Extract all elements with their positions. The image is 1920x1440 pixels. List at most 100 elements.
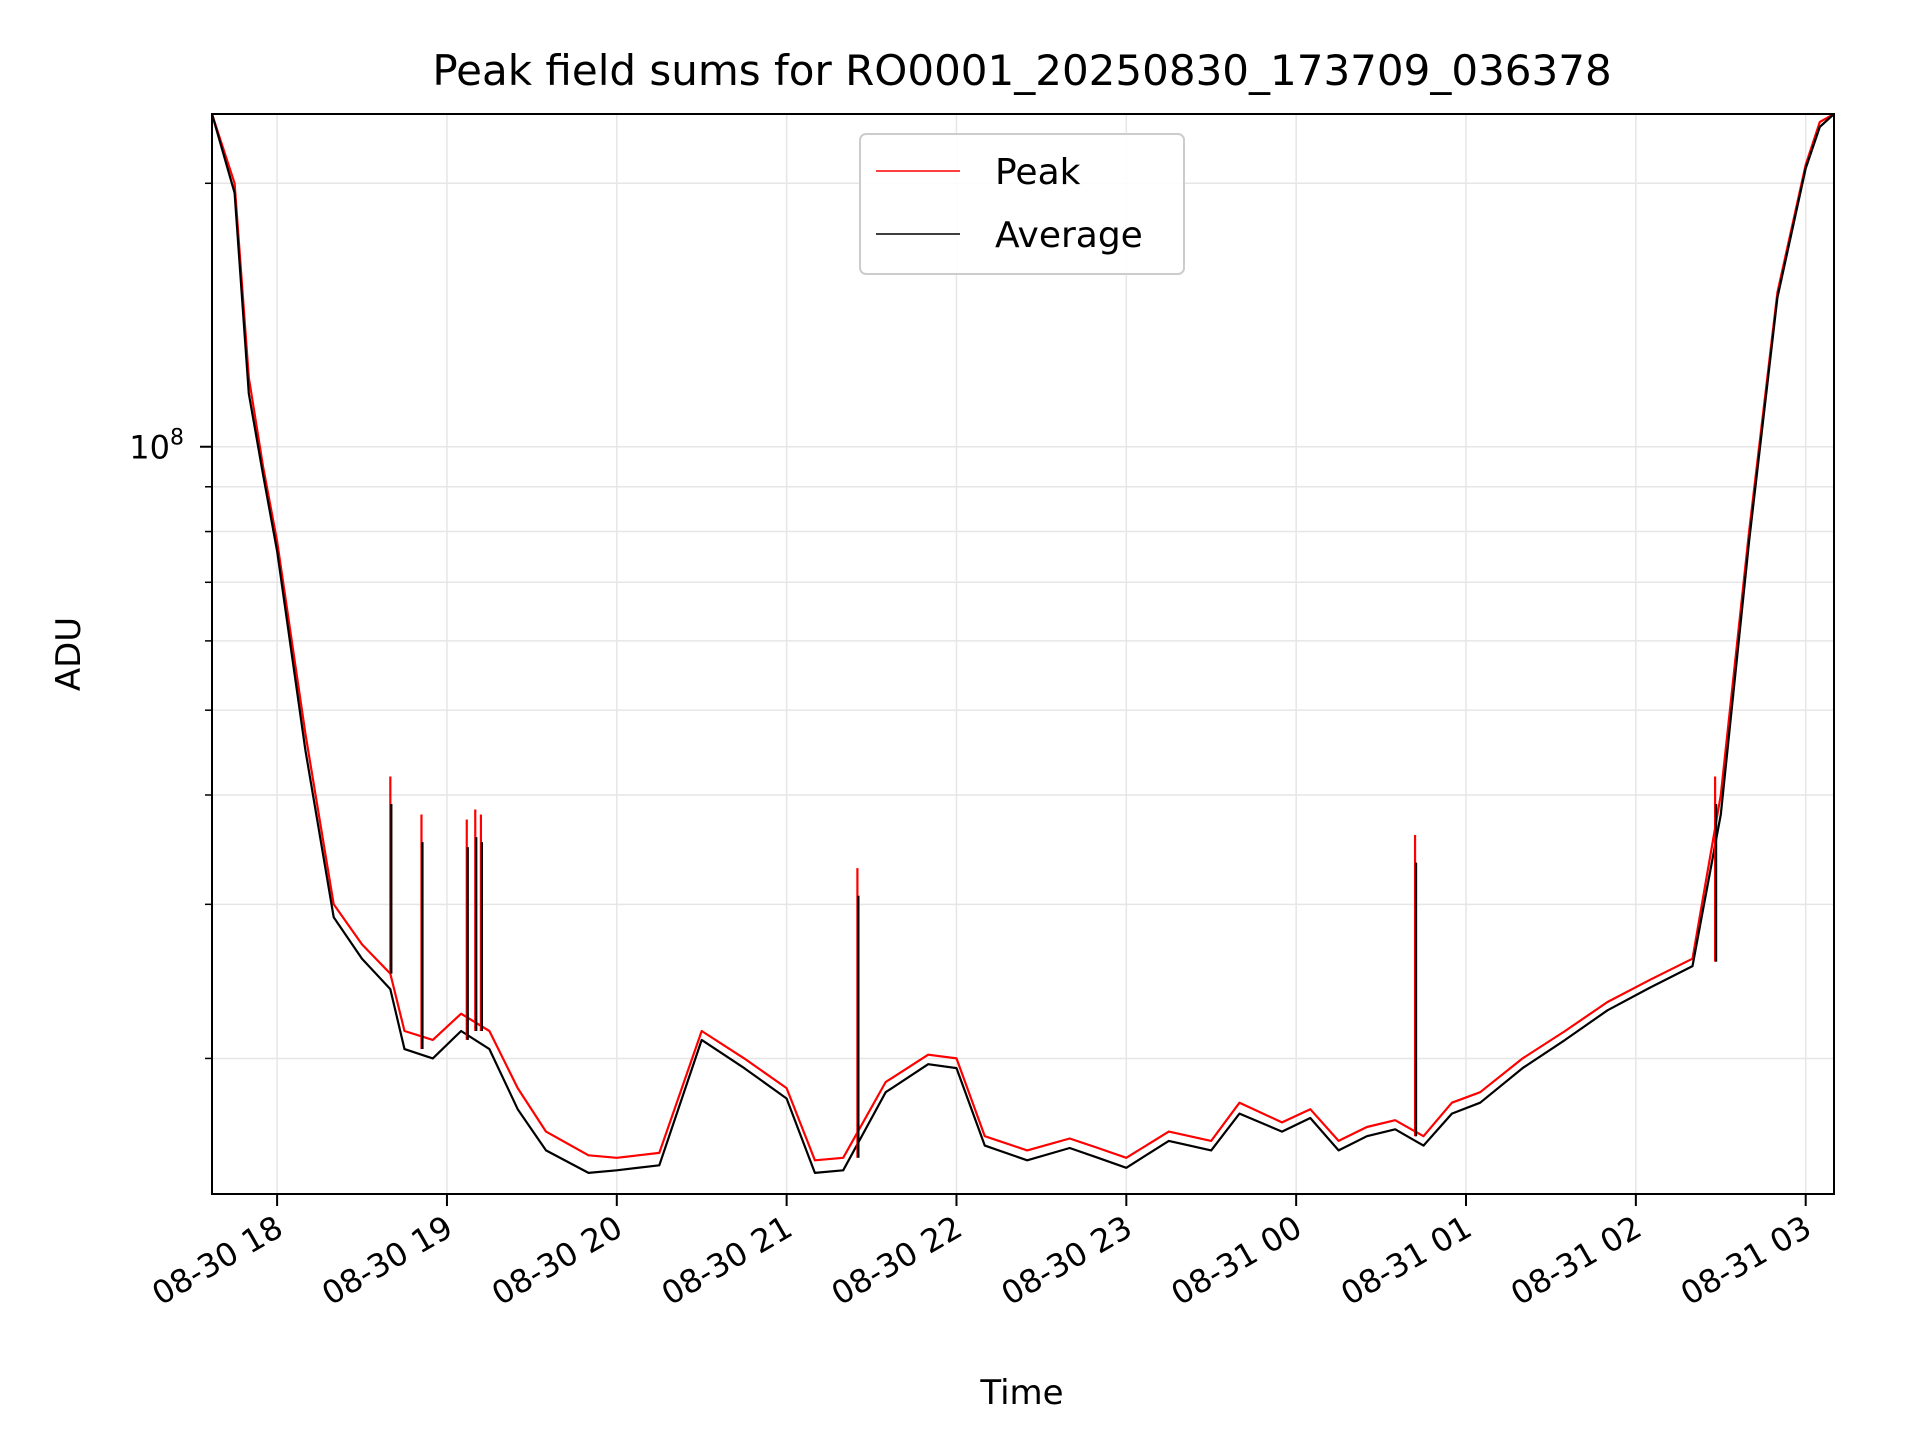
series-point-average [1748,540,1750,542]
series-point-average [488,1048,491,1050]
series-point-average [587,1172,590,1174]
series-point-average [389,988,392,990]
series-point-average [1691,965,1694,967]
series-point-average [332,916,335,919]
series-point-average [1210,1149,1213,1152]
series-point-peak [1281,1121,1283,1124]
series-point-average [1776,296,1779,299]
series-point-average [1281,1130,1283,1133]
series-point-peak [1337,1140,1340,1142]
series-point-average [884,1091,887,1094]
series-point-average [1804,167,1807,170]
series-point-peak [587,1154,590,1157]
legend-label-average: Average [995,215,1143,256]
series-point-peak [1521,1057,1524,1060]
series-point-average [262,473,264,476]
series-point-peak [361,943,363,946]
series-point-average [1097,1156,1099,1159]
series-point-peak [955,1057,958,1060]
y-axis-label: ADU [49,617,89,691]
series-point-peak [658,1152,661,1154]
y-tick-exponent: 8 [170,426,184,451]
series-point-average [276,550,278,552]
series-point-average [955,1067,958,1069]
series-point-average [247,392,250,395]
series-point-average [842,1169,845,1172]
series-point-peak [1210,1140,1213,1142]
series-point-peak [983,1135,986,1137]
series-point-average [658,1164,661,1167]
spike-layer [389,776,1718,1158]
series-point-peak [403,1030,406,1032]
series-point-average [403,1048,406,1050]
series-point-average [1451,1112,1453,1115]
series-point-peak [460,1012,462,1015]
series-point-average [1479,1101,1481,1104]
series-point-peak [545,1130,547,1133]
series-point-average [1309,1117,1312,1119]
y-tick-base: 10 [129,429,170,467]
series-point-average [1068,1147,1071,1149]
series-point-peak [1564,1030,1566,1032]
series-point-peak [1819,121,1821,123]
series-point-peak [1606,1001,1609,1003]
gridlines [212,114,1834,1194]
series-point-average [700,1039,703,1041]
series-point-average [1819,126,1821,128]
series-point-average [1422,1144,1425,1147]
series-layer [210,113,1835,1175]
series-point-average [1337,1149,1340,1152]
series-point-average [1564,1039,1566,1041]
series-point-peak [431,1039,434,1041]
series-point-peak [743,1057,745,1060]
series-point-peak [1026,1149,1029,1152]
series-point-average [361,957,363,960]
series-point-average [1521,1067,1524,1069]
series-point-peak [785,1087,788,1089]
x-axis-label: Time [979,1373,1063,1413]
legend-label-peak: Peak [995,152,1081,193]
series-point-average [233,192,236,194]
y-axis-ticks: 108 [129,182,212,1060]
series-point-average [460,1030,462,1032]
series-point-average [1366,1135,1368,1137]
series-point-average [615,1169,618,1172]
series-point-peak [1125,1156,1128,1159]
chart-title: Peak field sums for RO0001_20250830_1737… [432,46,1611,95]
series-point-average [1125,1166,1128,1169]
series-point-peak [1451,1101,1453,1104]
series-point-peak [1394,1119,1397,1122]
series-point-peak [332,903,335,906]
series-point-average [743,1067,745,1069]
series-point-average [814,1172,816,1174]
y-tick-label-0: 108 [129,426,184,467]
series-point-average [545,1149,547,1152]
series-point-peak [1479,1091,1481,1094]
plot-frame [211,113,1835,1195]
series-point-peak [1238,1101,1241,1104]
legend-box [859,133,1185,275]
series-point-peak [1719,794,1722,796]
series-point-peak [516,1087,519,1089]
series-point-average [927,1063,929,1065]
series-point-average [431,1057,434,1060]
series-point-average [785,1097,788,1100]
series-point-peak [884,1081,887,1083]
series-point-peak [488,1030,491,1032]
series-point-peak [1366,1126,1368,1128]
series-point-peak [1649,978,1651,981]
series-point-average [983,1144,986,1147]
series-point-average [1719,813,1722,816]
series-point-average [1394,1128,1397,1131]
legend: Peak Average [859,133,1185,275]
series-point-peak [814,1159,816,1162]
series-point-average [1026,1159,1029,1162]
series-point-peak [276,540,278,542]
series-point-peak [1422,1135,1425,1137]
series-point-peak [233,182,236,185]
series-point-average [1606,1009,1609,1012]
series-point-peak [1309,1108,1312,1110]
series-point-average [1649,986,1651,989]
series-point-peak [1068,1137,1071,1140]
